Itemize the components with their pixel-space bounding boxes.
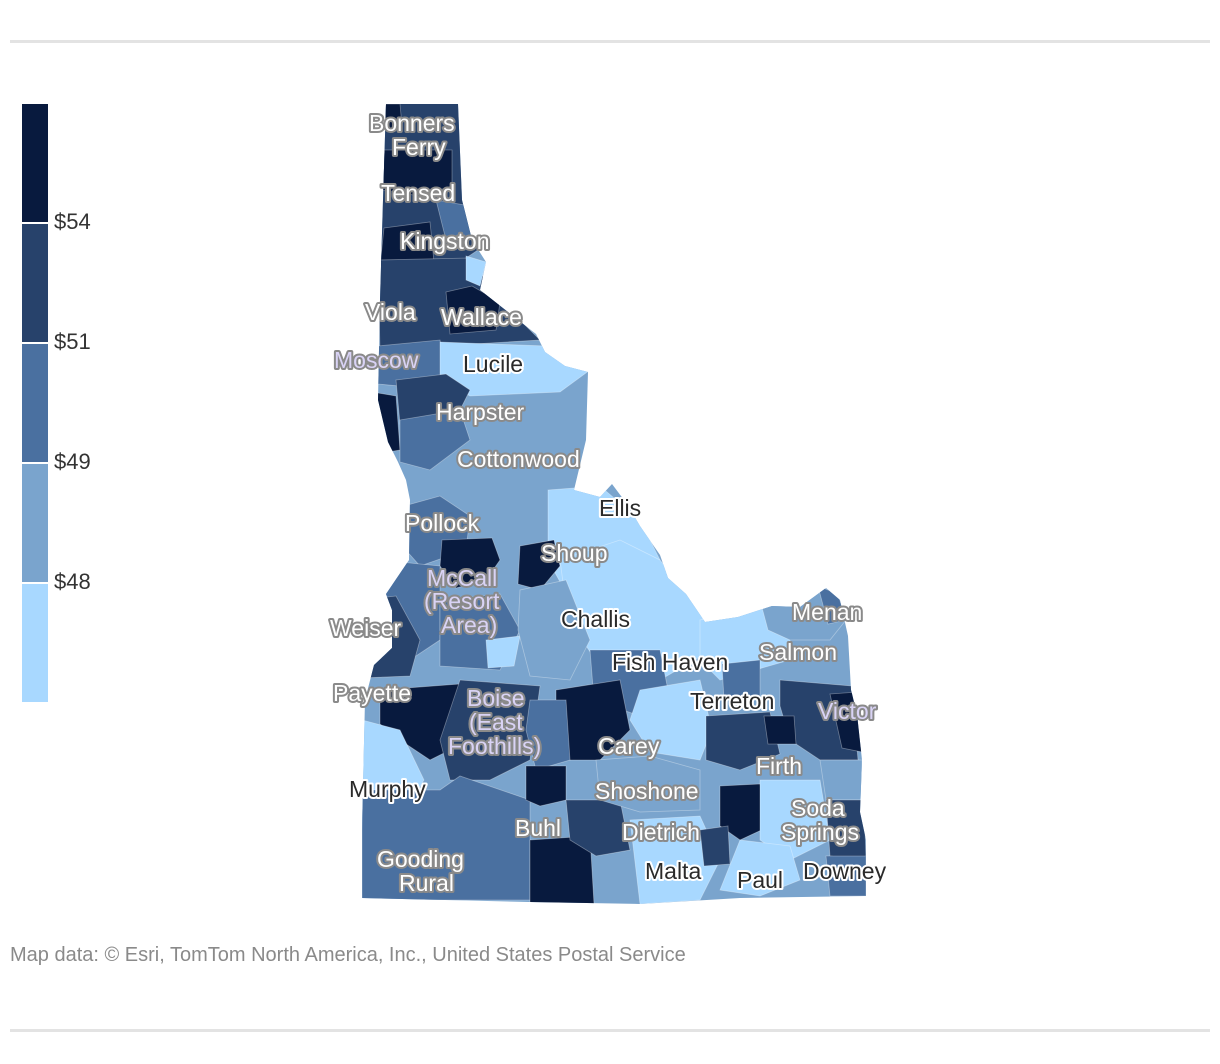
place-label: Harpster bbox=[436, 399, 525, 425]
place-label: Viola bbox=[365, 299, 416, 325]
region bbox=[517, 539, 561, 591]
region bbox=[525, 765, 567, 807]
place-label: Tensed bbox=[381, 180, 455, 206]
region bbox=[465, 255, 487, 287]
region bbox=[763, 715, 797, 745]
legend-bin-lowest bbox=[22, 584, 48, 702]
region bbox=[517, 579, 591, 681]
legend-tick-label: $51 bbox=[54, 329, 91, 354]
legend-tick-label: $49 bbox=[54, 449, 91, 474]
region bbox=[485, 635, 521, 669]
place-label: Firth bbox=[756, 753, 802, 779]
region bbox=[825, 855, 866, 897]
place-label: Buhl bbox=[515, 815, 561, 841]
region bbox=[721, 659, 761, 701]
place-label: Lucile bbox=[463, 351, 523, 377]
legend-tick bbox=[22, 222, 56, 224]
place-label: (Resort bbox=[424, 588, 500, 614]
top-divider bbox=[10, 40, 1210, 43]
place-labels: Bonners Ferry Tensed Kingston Viola Wall… bbox=[328, 108, 889, 898]
legend-bin-highest bbox=[22, 104, 48, 222]
place-label: (East bbox=[469, 709, 523, 735]
place-label: Ellis bbox=[599, 495, 641, 521]
place-label: Salmon bbox=[759, 639, 837, 665]
place-label: Boise bbox=[467, 685, 525, 711]
region bbox=[399, 409, 471, 471]
place-label: Challis bbox=[561, 606, 630, 632]
place-label: Murphy bbox=[349, 776, 426, 802]
place-label: Fish Haven bbox=[612, 649, 728, 675]
place-label: Paul bbox=[737, 867, 783, 893]
legend-tick bbox=[22, 582, 56, 584]
place-label: Rural bbox=[399, 870, 454, 896]
place-label: Moscow bbox=[334, 347, 419, 373]
region bbox=[525, 699, 571, 771]
place-label: McCall bbox=[427, 565, 497, 591]
legend-tick-label: $48 bbox=[54, 569, 91, 594]
legend-bin-low bbox=[22, 464, 48, 582]
place-label: Soda bbox=[791, 795, 845, 821]
place-label: Payette bbox=[333, 680, 411, 706]
place-label: Foothills) bbox=[448, 733, 541, 759]
place-label: Area) bbox=[441, 612, 497, 638]
region bbox=[629, 815, 721, 904]
place-label: Weiser bbox=[330, 615, 401, 641]
place-label: Pollock bbox=[405, 510, 480, 536]
legend-tick bbox=[22, 342, 56, 344]
legend-bin-high bbox=[22, 224, 48, 342]
place-label: Shoup bbox=[541, 540, 608, 566]
region bbox=[699, 825, 731, 867]
place-label: Menan bbox=[792, 599, 862, 625]
map-source-credit: Map data: © Esri, TomTom North America, … bbox=[10, 944, 686, 966]
place-label: Dietrich bbox=[622, 819, 700, 845]
legend-tick bbox=[22, 462, 56, 464]
region bbox=[705, 711, 781, 771]
region bbox=[819, 759, 863, 801]
region bbox=[629, 679, 713, 761]
region bbox=[439, 679, 541, 781]
place-label: Wallace bbox=[441, 304, 522, 330]
place-label: Bonners bbox=[369, 110, 455, 136]
place-label: Cottonwood bbox=[457, 446, 580, 472]
region bbox=[759, 779, 831, 861]
place-label: Malta bbox=[645, 858, 701, 884]
color-legend: $54 $51 $49 $48 bbox=[22, 104, 162, 704]
place-label: Downey bbox=[803, 858, 887, 884]
region bbox=[825, 799, 866, 861]
legend-tick-label: $54 bbox=[54, 209, 91, 234]
place-label: Gooding bbox=[377, 846, 464, 872]
place-label: Springs bbox=[781, 819, 859, 845]
region bbox=[595, 755, 701, 813]
region bbox=[445, 285, 501, 335]
place-label: Kingston bbox=[400, 228, 490, 254]
bottom-divider bbox=[10, 1029, 1210, 1032]
place-label: Ferry bbox=[392, 134, 446, 160]
region bbox=[371, 391, 401, 453]
place-label: Carey bbox=[598, 733, 660, 759]
region bbox=[719, 839, 801, 897]
region bbox=[719, 783, 771, 841]
place-label: Victor bbox=[818, 698, 877, 724]
place-label: Terreton bbox=[690, 688, 774, 714]
legend-bin-mid bbox=[22, 344, 48, 462]
place-label: Shoshone bbox=[595, 778, 699, 804]
